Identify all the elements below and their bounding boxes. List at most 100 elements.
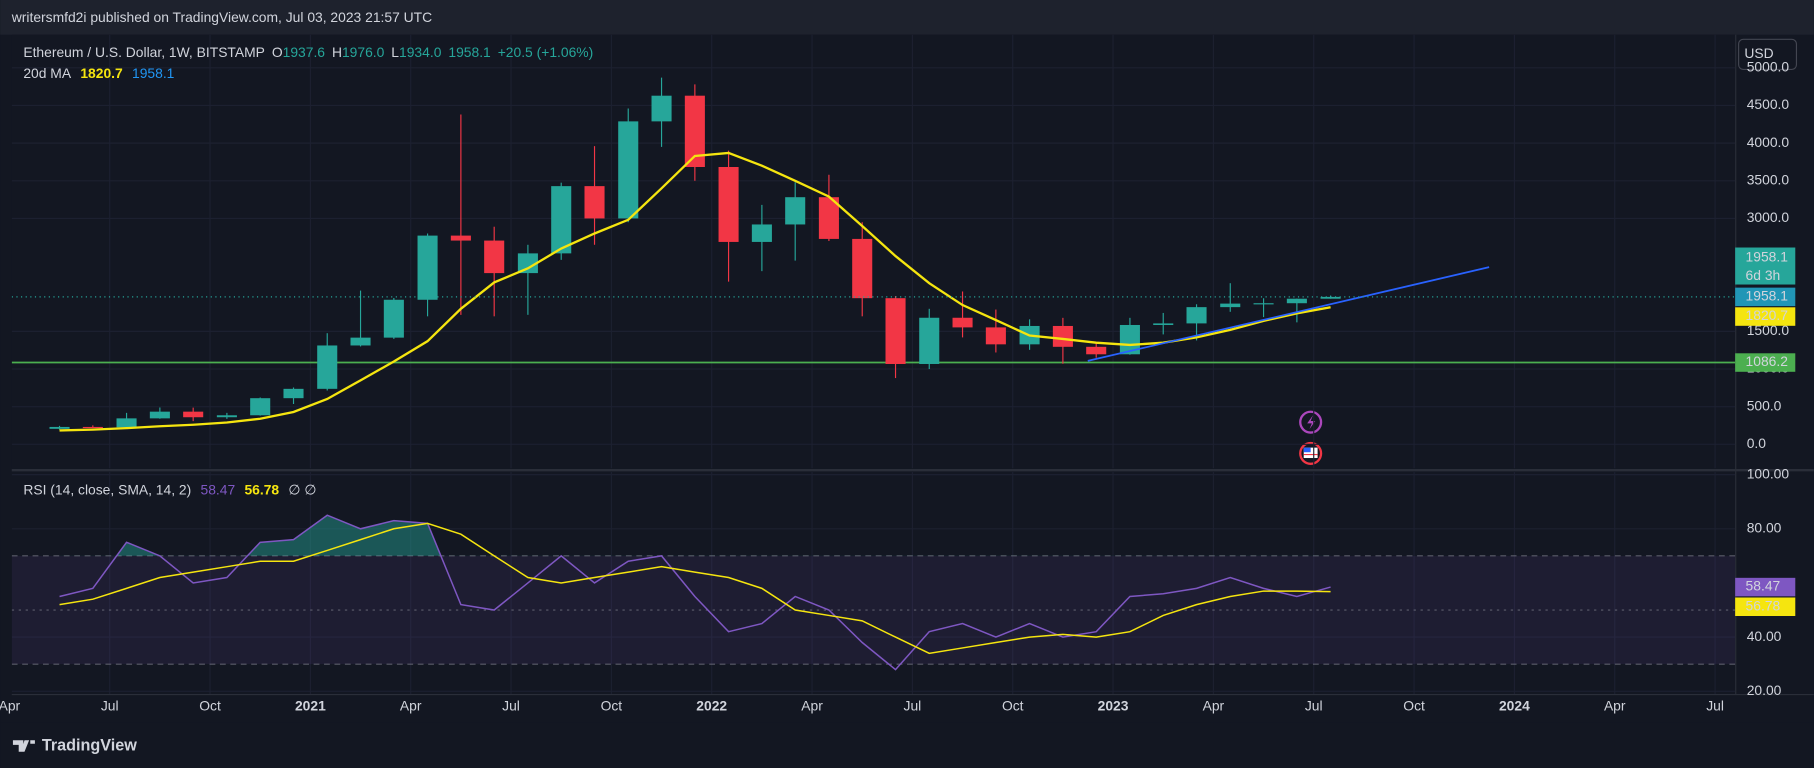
trend-line: [1087, 266, 1490, 362]
rsi-line: [59, 514, 1331, 671]
y-tick-label: 4500.0: [1747, 96, 1790, 112]
rsi-ma-badge: 56.78: [1746, 597, 1781, 613]
x-tick-label: Oct: [1002, 697, 1024, 713]
candle-body: [751, 224, 772, 242]
price-pane: [11, 34, 1736, 469]
ma-legend: 20d MA 1820.7 1958.1: [23, 65, 174, 81]
candle-body: [250, 398, 271, 416]
candle-body: [350, 337, 371, 346]
rsi-ma-badge-bg: [1735, 597, 1796, 616]
rsi-badge: 58.47: [1746, 578, 1781, 594]
rsi-title: RSI (14, close, SMA, 14, 2): [23, 481, 191, 497]
y-tick-label: 20.00: [1747, 682, 1782, 698]
y-tick-label: 40.00: [1747, 628, 1782, 644]
candle-body: [517, 253, 538, 274]
candle-body: [1086, 346, 1107, 355]
moving-average-line: [59, 151, 1331, 432]
support-badge: 1086.2: [1746, 353, 1789, 369]
ohlc-key: O: [272, 44, 283, 60]
candle-body: [618, 121, 639, 219]
candle-body: [484, 240, 505, 274]
x-tick-label: 2023: [1098, 697, 1129, 713]
candle-body: [1253, 303, 1274, 305]
x-tick-label: Jul: [502, 697, 520, 713]
candle-body: [49, 426, 70, 429]
y-tick-label: 0.0: [1747, 435, 1767, 451]
currency-label[interactable]: USD: [1744, 45, 1773, 61]
candle-body: [450, 235, 471, 241]
y-tick-label: 500.0: [1747, 397, 1782, 413]
axes: Apr Jul Oct 2021 Apr Jul Oct 2022 Apr Jul Oct 2023 A…: [0, 58, 1796, 713]
candle-body: [919, 317, 940, 364]
candle-body: [317, 345, 338, 389]
symbol-title: Ethereum / U.S. Dollar, 1W, BITSTAMP: [23, 44, 265, 60]
rsi-extra: ∅ ∅: [288, 481, 316, 497]
candle-body: [651, 95, 672, 122]
ohlc-value: 1976.0: [342, 44, 385, 60]
ohlc-value: 1934.0: [399, 44, 442, 60]
y-tick-label: 4000.0: [1747, 134, 1790, 150]
price-legend: Ethereum / U.S. Dollar, 1W, BITSTAMP O 193…: [23, 44, 593, 60]
close-badge: 1958.1: [1746, 288, 1789, 304]
candle-body: [952, 317, 973, 328]
ma-badge-bg: [1735, 307, 1796, 326]
candle-body: [785, 197, 806, 225]
x-tick-label: Jul: [1305, 697, 1323, 713]
last-price-badge-bg: [1735, 247, 1796, 285]
x-tick-label: 2021: [295, 697, 326, 713]
x-tick-label: Oct: [1403, 697, 1425, 713]
x-tick-label: Jul: [101, 697, 119, 713]
ma-value-2: 1958.1: [132, 65, 175, 81]
candle-body: [1186, 307, 1207, 324]
ma-name: 20d MA: [23, 65, 72, 81]
last-price-badge: 1958.1: [1746, 249, 1789, 265]
candle-body: [383, 299, 404, 338]
x-tick-label: Jul: [1706, 697, 1724, 713]
candles: [11, 77, 1736, 432]
rsi-grid: [11, 471, 1736, 694]
candle-body: [551, 186, 572, 254]
x-tick-label: Oct: [601, 697, 623, 713]
y-tick-label: 100.00: [1747, 465, 1790, 481]
rsi-badge-bg: [1735, 577, 1796, 597]
x-tick-label: Oct: [199, 697, 221, 713]
candle-body: [985, 327, 1006, 345]
y-tick-label: 80.00: [1747, 519, 1782, 535]
candle-body: [183, 411, 204, 418]
rsi-lines: [11, 514, 1736, 671]
brand-logo: [12, 740, 35, 752]
top-bar: [0, 0, 1814, 35]
candle-body: [82, 426, 103, 429]
ma-badge: 1820.7: [1746, 307, 1789, 323]
close-badge-bg: [1735, 287, 1796, 307]
countdown-badge: 6d 3h: [1746, 267, 1781, 283]
y-tick-label: 3500.0: [1747, 171, 1790, 187]
footer: [0, 722, 1814, 768]
ma-value: 1820.7: [80, 65, 123, 81]
y-tick-label: 3000.0: [1747, 209, 1790, 225]
candle-body: [1320, 296, 1341, 299]
brand-name: TradingView: [42, 736, 137, 754]
rsi-ma-line: [59, 522, 1331, 655]
candle-body: [718, 167, 739, 242]
candle-body: [1052, 325, 1073, 347]
x-tick-label: Apr: [1604, 697, 1626, 713]
y-tick-label: 1500.0: [1747, 322, 1790, 338]
candle-body: [852, 238, 873, 299]
y-tick-label: 5000.0: [1747, 58, 1790, 74]
ohlc-key: H: [332, 44, 342, 60]
x-tick-label: 2022: [696, 697, 727, 713]
candle-body: [584, 186, 605, 219]
candle-body: [417, 235, 438, 300]
ohlc-change: +20.5 (+1.06%): [498, 44, 594, 60]
candle-body: [283, 388, 304, 399]
x-tick-label: Apr: [0, 697, 21, 713]
candle-body: [1286, 298, 1307, 304]
currency-button[interactable]: [1738, 38, 1798, 70]
ohlc-key: L: [391, 44, 399, 60]
rsi-ma-value: 56.78: [244, 481, 279, 497]
event-icons: [1299, 410, 1323, 465]
x-tick-label: Jul: [904, 697, 922, 713]
